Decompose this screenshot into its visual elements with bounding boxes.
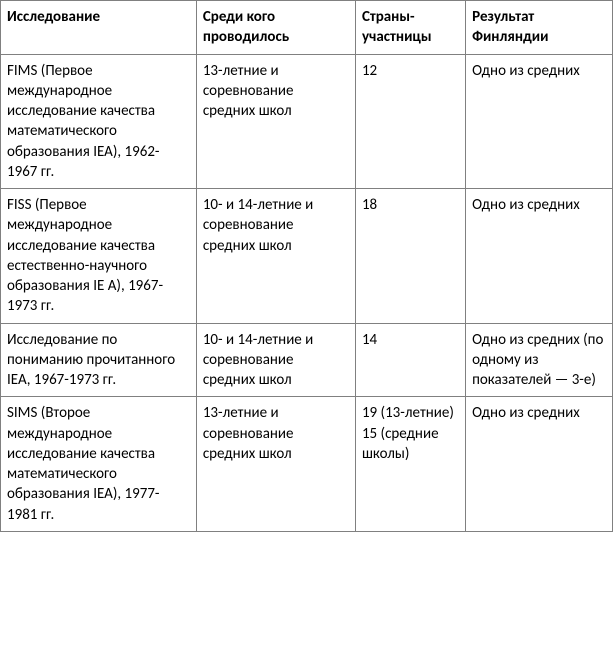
cell-countries: 18 xyxy=(355,189,465,324)
table-row: Исследование по пониманию прочитанного I… xyxy=(1,323,613,397)
studies-table: Исследование Среди кого проводилось Стра… xyxy=(0,0,613,532)
col-header-among: Среди кого проводилось xyxy=(196,1,355,55)
table-row: SIMS (Второе международное исследование … xyxy=(1,397,613,532)
cell-result: Одно из средних xyxy=(466,54,613,189)
col-header-study: Исследование xyxy=(1,1,197,55)
cell-study: SIMS (Второе международное исследование … xyxy=(1,397,197,532)
cell-among: 13-летние и соревнование средних школ xyxy=(196,397,355,532)
cell-result: Одно из средних (по одному из показателе… xyxy=(466,323,613,397)
cell-study: FIMS (Первое международное исследование … xyxy=(1,54,197,189)
cell-among: 13-летние и соревнование средних школ xyxy=(196,54,355,189)
cell-study: FISS (Первое международное исследование … xyxy=(1,189,197,324)
col-header-result: Результат Финляндии xyxy=(466,1,613,55)
cell-result: Одно из средних xyxy=(466,397,613,532)
cell-among: 10- и 14-летние и соревнование средних ш… xyxy=(196,323,355,397)
col-header-countries: Страны-участницы xyxy=(355,1,465,55)
cell-among: 10- и 14-летние и соревнование средних ш… xyxy=(196,189,355,324)
cell-countries: 14 xyxy=(355,323,465,397)
cell-study: Исследование по пониманию прочитанного I… xyxy=(1,323,197,397)
table-header-row: Исследование Среди кого проводилось Стра… xyxy=(1,1,613,55)
table-row: FISS (Первое международное исследование … xyxy=(1,189,613,324)
cell-countries: 12 xyxy=(355,54,465,189)
cell-result: Одно из средних xyxy=(466,189,613,324)
cell-countries: 19 (13-летние) 15 (средние школы) xyxy=(355,397,465,532)
table-row: FIMS (Первое международное исследование … xyxy=(1,54,613,189)
